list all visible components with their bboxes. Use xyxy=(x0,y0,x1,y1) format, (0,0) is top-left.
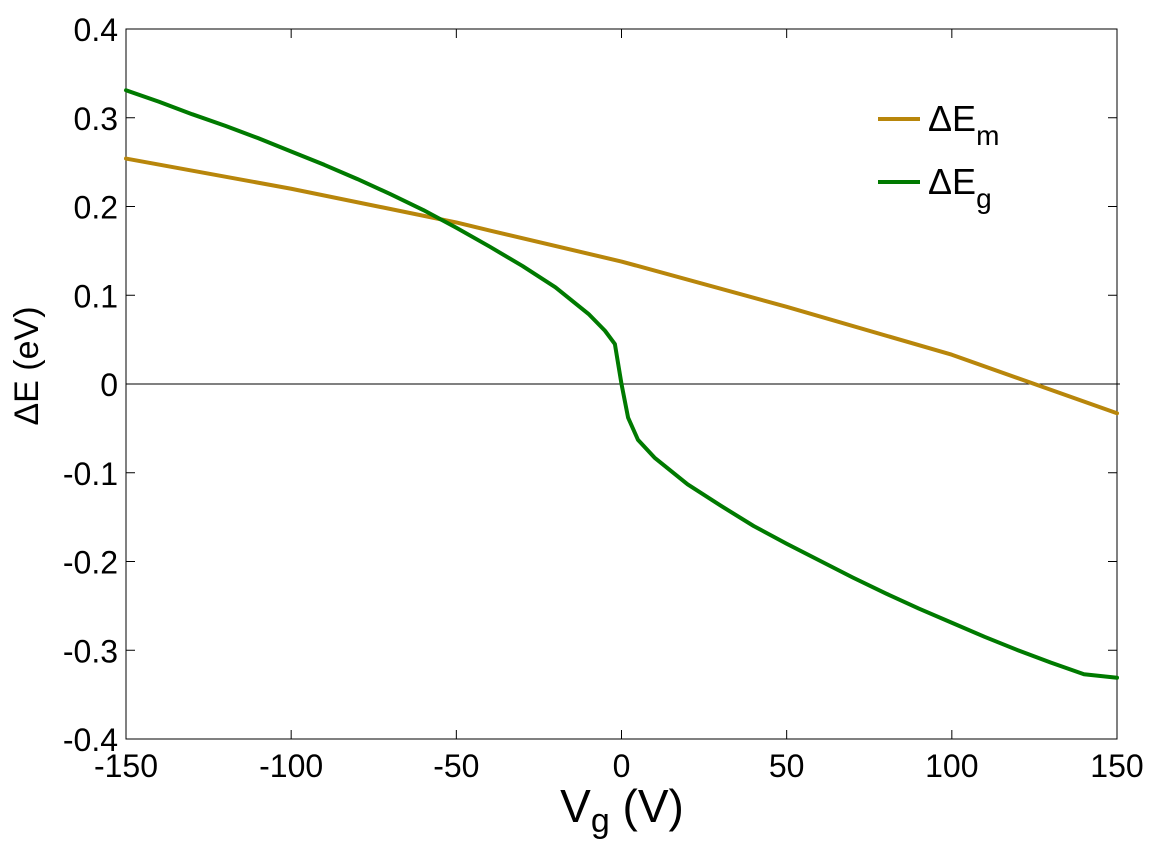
y-tick-label: 0.2 xyxy=(74,190,118,226)
y-tick-label: 0 xyxy=(100,367,118,403)
x-tick-label: 100 xyxy=(925,748,978,784)
x-tick-label: -150 xyxy=(94,748,158,784)
x-tick-label: -100 xyxy=(259,748,323,784)
x-tick-label: 150 xyxy=(1090,748,1143,784)
series-group xyxy=(124,88,1119,680)
axis-ticks xyxy=(125,28,1118,740)
y-tick-label: 0.1 xyxy=(74,278,118,314)
x-tick-label: -50 xyxy=(433,748,479,784)
y-tick-label: -0.3 xyxy=(63,633,118,669)
y-tick-label: -0.1 xyxy=(63,456,118,492)
y-tick-label: -0.4 xyxy=(63,722,118,758)
series-line-m xyxy=(124,156,1119,416)
y-axis-title: ΔE (eV) xyxy=(8,306,46,425)
y-tick-label: -0.2 xyxy=(63,545,118,581)
x-axis-title-sub: g xyxy=(591,802,610,840)
x-axis-title-rest: (V) xyxy=(610,780,684,832)
x-tick-label: 50 xyxy=(769,748,805,784)
legend-label: ΔEm xyxy=(928,98,999,151)
x-tick-label: 0 xyxy=(613,748,631,784)
legend-label: ΔEg xyxy=(928,161,992,214)
legend: ΔEm ΔEg xyxy=(878,98,999,214)
x-axis-title-main: V xyxy=(560,780,591,832)
x-axis-title: Vg (V) xyxy=(560,780,684,840)
tick-labels: -150 -100 -50 0 50 100 150 -0.4 -0.3 -0.2 -0.1 0 0.1… xyxy=(63,12,1144,784)
series-line-g xyxy=(124,88,1119,680)
y-tick-label: 0.4 xyxy=(74,12,118,48)
y-tick-label: 0.3 xyxy=(74,101,118,137)
